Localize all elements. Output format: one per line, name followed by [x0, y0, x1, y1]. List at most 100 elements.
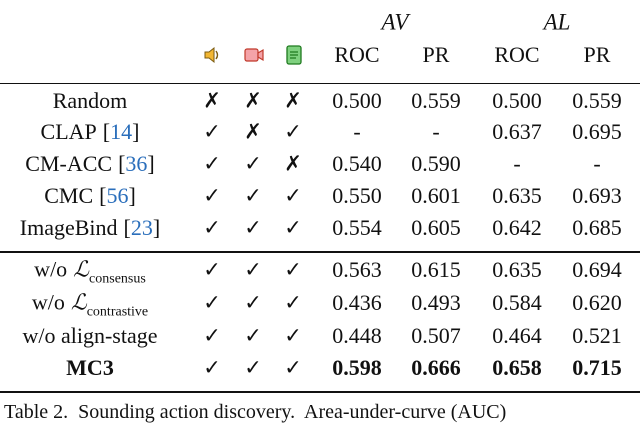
method-label: ImageBind	[19, 215, 118, 240]
audio-icon	[204, 46, 219, 64]
metric-value: 0.550	[332, 183, 382, 208]
method-label: w/o	[31, 289, 65, 315]
modality-mark: ✓	[244, 323, 262, 348]
loss-subscript: contrastive	[86, 304, 149, 320]
modality-mark: ✓	[244, 183, 262, 208]
citation-bracket: [	[123, 215, 131, 240]
metric-value: 0.559	[411, 88, 461, 113]
modality-mark: ✓	[203, 151, 221, 176]
citation-number: 14	[110, 119, 133, 144]
metric-header: PR	[583, 42, 611, 67]
method-label: CMC	[44, 183, 94, 208]
metric-value: 0.559	[572, 88, 622, 113]
method-name: CMC [56]	[44, 185, 136, 207]
metric-value: -	[593, 151, 601, 176]
method-label: MC3	[66, 355, 114, 380]
citation-number: 23	[130, 215, 153, 240]
text-icon	[286, 45, 302, 65]
modality-mark: ✓	[244, 257, 262, 282]
modality-mark: ✓	[203, 355, 221, 380]
method-label: CLAP	[40, 119, 97, 144]
modality-mark: ✓	[284, 355, 302, 380]
metric-value: 0.637	[492, 119, 542, 144]
modality-mark: ✓	[203, 290, 221, 315]
method-name: MC3	[66, 357, 114, 379]
metric-value: 0.590	[411, 151, 461, 176]
loss-subscript: consensus	[89, 271, 146, 287]
metric-value: 0.493	[411, 290, 461, 315]
method-name: CLAP [14]	[41, 121, 140, 143]
modality-mark: ✓	[284, 323, 302, 348]
caption: Table 2. Sounding action discovery. Area…	[4, 401, 507, 423]
metric-value: 0.601	[411, 183, 461, 208]
citation-number: 36	[125, 151, 148, 176]
method-label: w/o align-stage	[22, 323, 158, 348]
metric-value: 0.605	[411, 215, 461, 240]
loss-symbol: ℒ	[70, 290, 87, 316]
citation-bracket: [	[118, 151, 126, 176]
metric-value: 0.635	[492, 257, 542, 282]
citation-bracket: [	[99, 183, 107, 208]
modality-mark: ✓	[203, 257, 221, 282]
citation: [14]	[103, 119, 140, 144]
metric-value: 0.436	[332, 290, 382, 315]
modality-mark: ✗	[203, 88, 221, 113]
modality-mark: ✓	[284, 215, 302, 240]
metric-value: 0.615	[411, 257, 461, 282]
modality-mark: ✓	[284, 290, 302, 315]
metric-value: 0.500	[332, 88, 382, 113]
method-name: CM-ACC [36]	[25, 153, 154, 175]
modality-mark: ✓	[203, 323, 221, 348]
citation-bracket: ]	[147, 151, 155, 176]
modality-mark: ✓	[284, 257, 302, 282]
metric-header: ROC	[494, 42, 540, 67]
modality-mark: ✓	[244, 215, 262, 240]
video-icon	[244, 48, 264, 62]
metric-value: 0.563	[332, 257, 382, 282]
group-header: AV	[381, 9, 409, 35]
metric-value: 0.666	[411, 355, 461, 380]
metric-value: 0.635	[492, 183, 542, 208]
method-label: Random	[52, 88, 128, 113]
method-name: Random	[53, 90, 128, 112]
metric-value: -	[353, 119, 361, 144]
metric-value: 0.584	[492, 290, 542, 315]
citation-bracket: ]	[152, 215, 161, 240]
modality-mark: ✗	[284, 151, 302, 176]
metric-value: 0.554	[332, 215, 382, 240]
metric-value: 0.521	[572, 323, 622, 348]
metric-value: 0.464	[492, 323, 542, 348]
modality-mark: ✓	[284, 183, 302, 208]
header-rule	[0, 83, 640, 84]
modality-mark: ✓	[203, 215, 221, 240]
modality-mark: ✗	[244, 119, 262, 144]
method-name: w/o align-stage	[22, 325, 157, 347]
metric-header: PR	[422, 42, 450, 67]
metric-value: 0.642	[492, 215, 542, 240]
metric-value: 0.598	[332, 355, 382, 380]
group-header: AL	[543, 9, 571, 35]
metric-value: 0.500	[492, 88, 542, 113]
metric-value: -	[432, 119, 440, 144]
modality-mark: ✓	[244, 151, 262, 176]
citation-bracket: ]	[128, 183, 136, 208]
metric-value: 0.715	[572, 355, 622, 380]
method-label: w/o	[34, 256, 68, 282]
metric-value: 0.620	[572, 290, 622, 315]
metric-value: 0.658	[492, 355, 542, 380]
modality-mark: ✓	[244, 290, 262, 315]
citation-bracket: [	[102, 119, 111, 144]
modality-mark: ✓	[203, 119, 221, 144]
bottom-rule	[0, 391, 640, 393]
method-name: ImageBind [23]	[20, 217, 160, 239]
section-rule	[0, 251, 640, 253]
citation: [56]	[99, 183, 136, 208]
modality-mark: ✓	[284, 119, 302, 144]
citation: [36]	[118, 151, 155, 176]
metric-value: 0.685	[572, 215, 622, 240]
metric-value: 0.693	[572, 183, 622, 208]
method-label: CM-ACC	[25, 151, 113, 176]
citation-bracket: ]	[132, 119, 140, 144]
method-name: w/o ℒcontrastive	[31, 289, 148, 319]
